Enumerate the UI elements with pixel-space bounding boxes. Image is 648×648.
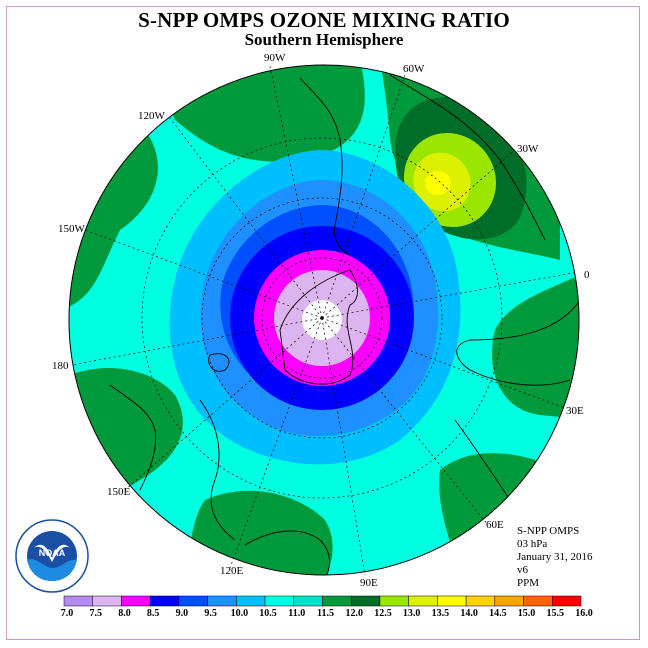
lon-label-90w: 90W [264,52,286,64]
pressure-level: 03 hPa [517,538,548,550]
colorbar-swatch [465,595,496,607]
colorbar-tick-label: 8.0 [118,608,131,619]
lon-label-30w: 30W [517,143,539,155]
colorbar-tick-label: 10.0 [230,608,249,619]
noaa-logo: NOAA [15,519,89,593]
colorbar-tick-label: 7.0 [60,608,74,619]
map-title: S-NPP OMPS OZONE MIXING RATIO [138,8,510,32]
contour-11-0-east [492,270,579,420]
colorbar-tick-label: 9.5 [204,608,217,619]
colorbar-tick-label: 16.0 [575,608,593,619]
lon-label-120e: 120E [220,565,244,577]
colorbar [63,595,582,607]
colorbar-swatch [207,595,237,607]
colorbar-swatch [523,595,553,607]
lon-label-60w: 60W [403,63,425,75]
colorbar-tick-label: 9.0 [175,608,189,619]
colorbar-tick-label: 14.5 [489,608,507,619]
lon-label-120w: 120W [138,110,165,122]
units-label: PPM [517,577,540,589]
product-name: S-NPP OMPS [517,525,580,537]
colorbar-swatch [552,595,582,607]
lon-label-180: 180 [52,360,69,372]
colorbar-tick-label: 10.5 [259,608,277,619]
graticule [71,65,579,576]
colorbar-tick-label: 13.0 [402,608,421,619]
colorbar-tick-label: 13.5 [431,608,450,619]
map-boundary [68,64,580,576]
lon-label-150w: 150W [58,223,85,235]
colorbar-swatch [121,595,151,607]
map-subtitle: Southern Hemisphere [244,30,404,49]
colorbar-swatch [178,595,208,607]
colorbar-swatch [350,595,381,607]
colorbar-swatch [236,595,266,607]
colorbar-swatch [437,595,467,607]
data-version: v6 [517,564,528,576]
lon-label-0: 0 [584,269,590,281]
lon-label-90e: 90E [360,577,378,589]
coastlines [109,74,579,575]
colorbar-tick-label: 7.5 [89,608,102,619]
logo-text: NOAA [39,548,66,558]
page-frame [6,6,640,640]
colorbar-tick-label: 11.5 [317,608,334,619]
observation-date: January 31, 2016 [517,551,593,563]
colorbar-swatch [149,595,180,607]
colorbar-tick-label: 8.5 [146,608,160,619]
colorbar-swatch [92,595,122,607]
lon-label-60e: 60E [486,519,504,531]
colorbar-tick-label: 14.0 [460,608,478,619]
contour-13-0-blob [425,171,451,195]
lon-label-150e: 150E [107,486,131,498]
colorbar-swatch [63,595,93,607]
colorbar-tick-label: 12.0 [345,608,363,619]
colorbar-tick-label: 15.5 [546,608,565,619]
colorbar-tick-label: 12.5 [374,608,392,619]
colorbar-swatch [264,595,295,607]
colorbar-swatch [379,595,409,607]
colorbar-tick-label: 11.0 [288,608,306,619]
lon-label-30e: 30E [566,405,584,417]
colorbar-swatch [322,595,352,607]
colorbar-swatch [408,595,438,607]
colorbar-swatch [293,595,323,607]
ozone-contours [69,65,579,575]
product-info: S-NPP OMPS 03 hPa January 31, 2016 v6 PP… [517,525,592,590]
colorbar-swatch [494,595,524,607]
colorbar-tick-label: 15.0 [517,608,536,619]
